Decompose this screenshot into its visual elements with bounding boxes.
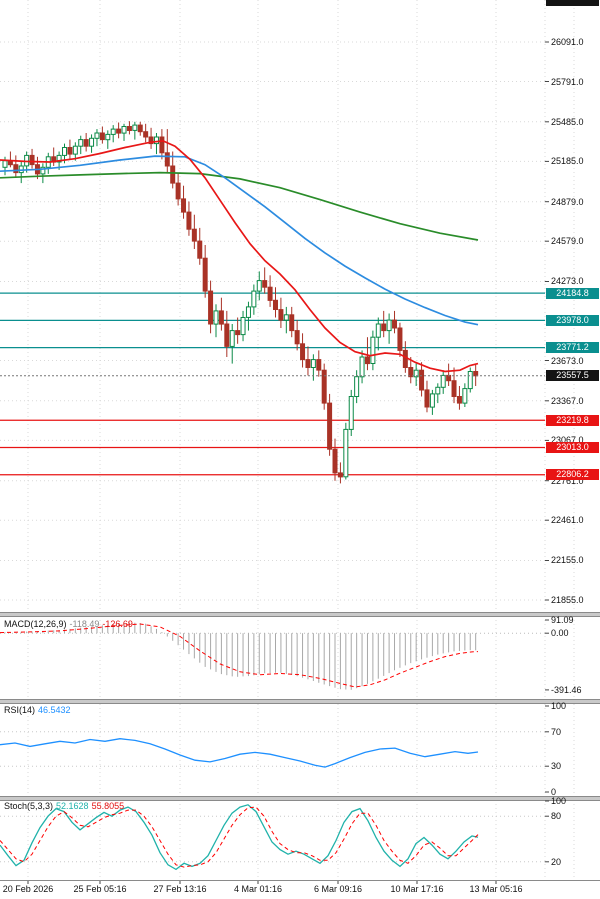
candles: [2, 121, 479, 484]
panel-separator[interactable]: [0, 699, 600, 704]
macd-name: MACD(12,26,9): [4, 619, 67, 629]
macd-main-value: -118.49: [69, 619, 100, 629]
support-resistance-lines: [0, 292, 545, 476]
grid: [0, 0, 575, 880]
rsi-indicator-header: RSI(14) 46.5432: [4, 705, 74, 715]
macd-pane: [0, 622, 545, 690]
macd-signal-value: -126.69: [102, 619, 133, 629]
panel-separator[interactable]: [0, 796, 600, 801]
stoch-k-value: 52.1628: [56, 801, 89, 811]
axis-ticks: [27, 41, 549, 884]
price-axis[interactable]: [545, 0, 600, 612]
time-axis[interactable]: [0, 880, 600, 899]
panel-separator[interactable]: [0, 612, 600, 617]
stoch-name: Stoch(5,3,3): [4, 801, 54, 811]
rsi-pane: [0, 731, 545, 768]
rsi-name: RSI(14): [4, 705, 36, 715]
clipped-price-tag: [546, 0, 599, 6]
macd-indicator-header: MACD(12,26,9) -118.49 -126.69: [4, 619, 136, 629]
moving-averages: [0, 140, 479, 373]
stoch-d-value: 55.8055: [91, 801, 125, 811]
stoch-indicator-header: Stoch(5,3,3) 52.1628 55.8055: [4, 801, 127, 811]
rsi-value: 46.5432: [38, 705, 71, 715]
stoch-pane: [0, 804, 545, 871]
